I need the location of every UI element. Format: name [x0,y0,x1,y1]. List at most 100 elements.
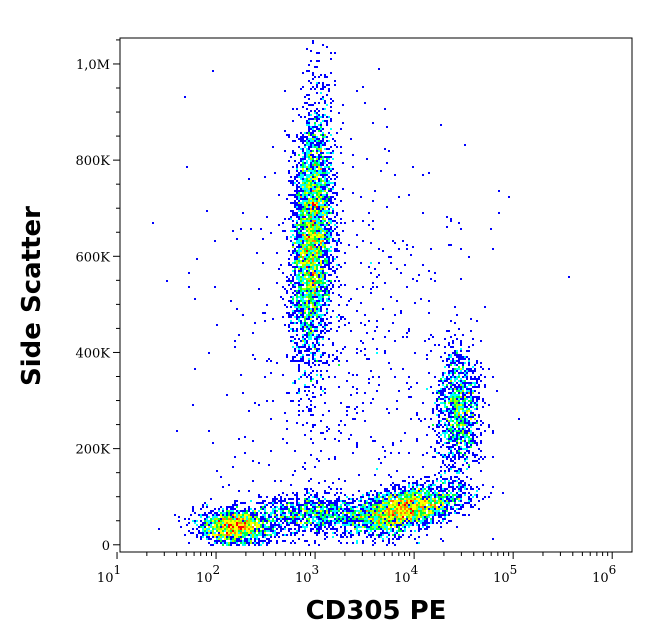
density-bin [328,500,330,502]
density-bin [252,460,254,462]
density-bin [264,376,266,378]
density-bin [376,286,378,288]
density-bin [418,514,420,516]
density-bin [292,304,294,306]
density-bin [464,382,466,384]
density-bin [330,58,332,60]
density-bin [418,494,420,496]
density-bin [464,444,466,446]
density-bin [346,520,348,522]
density-bin [302,172,304,174]
density-bin [324,328,326,330]
density-bin [218,520,220,522]
density-bin [300,214,302,216]
density-bin [462,464,464,466]
density-bin [232,516,234,518]
density-bin [312,218,314,220]
density-bin [458,424,460,426]
density-bin [452,484,454,486]
density-bin [306,192,308,194]
density-bin [296,276,298,278]
density-bin [320,140,322,142]
density-bin [318,270,320,272]
density-bin [312,74,314,76]
density-bin [470,430,472,432]
density-bin [318,336,320,338]
density-bin [310,516,312,518]
density-bin [464,484,466,486]
density-bin [456,444,458,446]
density-bin [456,376,458,378]
density-bin [298,262,300,264]
density-bin [386,500,388,502]
density-bin [312,358,314,360]
density-bin [436,480,438,482]
density-bin [378,68,380,70]
density-bin [304,216,306,218]
density-bin [324,522,326,524]
density-bin [436,488,438,490]
density-bin [308,334,310,336]
density-bin [254,518,256,520]
density-bin [412,494,414,496]
density-bin [406,520,408,522]
density-bin [316,374,318,376]
density-bin [346,524,348,526]
density-bin [310,366,312,368]
density-bin [298,410,300,412]
density-bin [474,364,476,366]
density-bin [326,520,328,522]
density-bin [352,524,354,526]
density-bin [352,518,354,520]
density-bin [462,408,464,410]
density-bin [420,506,422,508]
density-bin [324,276,326,278]
density-bin [298,300,300,302]
density-bin [476,386,478,388]
density-bin [290,336,292,338]
density-bin [404,504,406,506]
density-bin [288,330,290,332]
density-bin [342,210,344,212]
density-bin [322,184,324,186]
density-bin [466,396,468,398]
density-bin [464,410,466,412]
density-bin [308,236,310,238]
density-bin [344,480,346,482]
density-bin [194,520,196,522]
density-bin [320,144,322,146]
density-bin [452,408,454,410]
density-bin [456,370,458,372]
density-bin [296,192,298,194]
density-bin [296,184,298,186]
density-bin [308,500,310,502]
density-bin [316,302,318,304]
density-bin [322,120,324,122]
density-bin [466,430,468,432]
density-bin [258,518,260,520]
density-bin [446,410,448,412]
density-bin [448,358,450,360]
density-bin [456,382,458,384]
density-bin [296,422,298,424]
density-bin [396,494,398,496]
density-bin [458,368,460,370]
density-bin [286,506,288,508]
density-bin [472,406,474,408]
density-bin [320,374,322,376]
density-bin [318,284,320,286]
density-bin [382,446,384,448]
density-bin [322,172,324,174]
density-bin [188,522,190,524]
density-bin [458,380,460,382]
density-bin [444,380,446,382]
density-bin [390,504,392,506]
density-bin [410,492,412,494]
density-bin [476,404,478,406]
density-bin [424,494,426,496]
density-bin [314,282,316,284]
density-bin [314,424,316,426]
density-bin [300,294,302,296]
density-bin [328,212,330,214]
density-bin [330,500,332,502]
